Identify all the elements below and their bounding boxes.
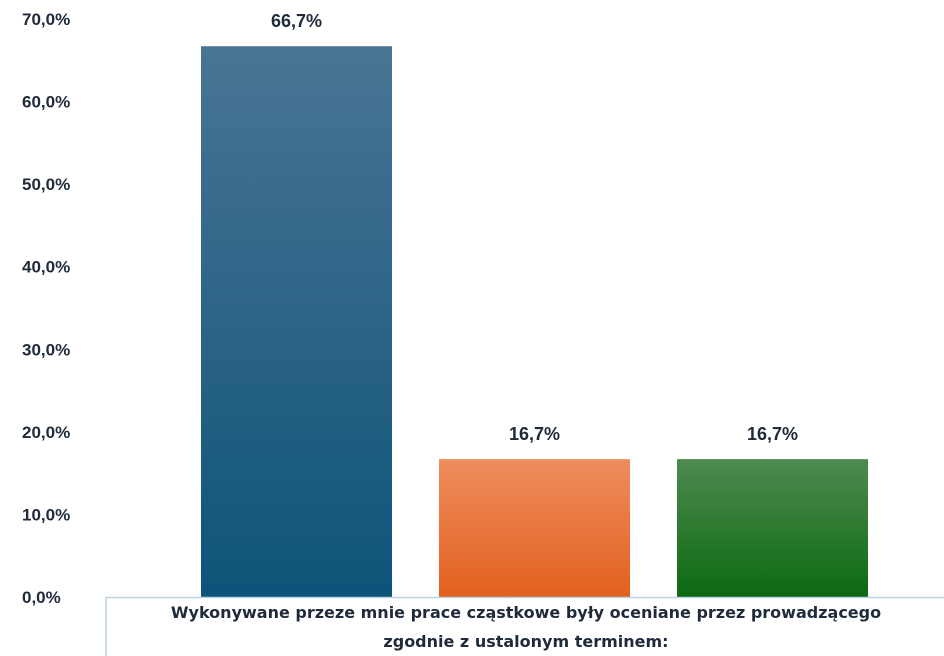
data-label-1: 66,7% [271,11,322,31]
x-axis-title-line-2: zgodnie z ustalonym terminem: [383,632,669,651]
x-axis-title: Wykonywane przeze mnie prace cząstkowe b… [108,598,944,656]
x-axis-title-line-1: Wykonywane przeze mnie prace cząstkowe b… [170,603,882,622]
bar-1 [201,46,392,597]
y-tick-label: 50,0% [22,175,70,194]
bar-3 [677,459,868,597]
data-label-2: 16,7% [509,424,560,444]
y-tick-label: 0,0% [22,588,61,607]
y-axis-ticks: 0,0% 10,0% 20,0% 30,0% 40,0% 50,0% 60,0% 70,0% [22,10,70,607]
y-tick-label: 10,0% [22,505,70,524]
y-tick-label: 40,0% [22,258,70,277]
bars [201,46,868,597]
data-label-3: 16,7% [747,424,798,444]
y-tick-label: 20,0% [22,423,70,442]
data-labels: 66,7% 16,7% 16,7% [271,11,798,444]
y-tick-label: 70,0% [22,10,70,29]
x-axis-line [105,596,944,656]
y-tick-label: 60,0% [22,93,70,112]
bar-2 [439,459,630,597]
y-tick-label: 30,0% [22,340,70,359]
